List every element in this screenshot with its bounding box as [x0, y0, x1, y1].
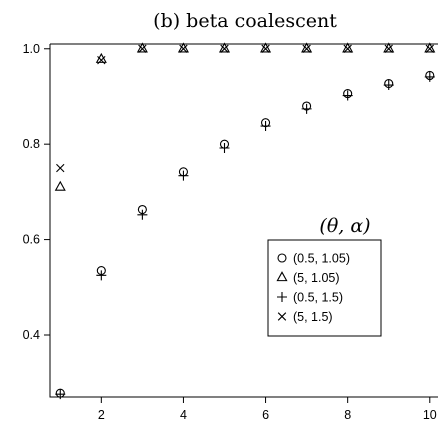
legend-entry-label: (0.5, 1.5) — [293, 291, 343, 305]
x-tick-label: 8 — [344, 408, 351, 422]
y-axis: 0.4 0.6 0.8 1.0 — [23, 42, 50, 342]
point-triangle — [54, 180, 66, 191]
legend-entry-label: (5, 1.05) — [293, 271, 340, 285]
point-triangle — [260, 42, 272, 53]
point-triangle — [177, 42, 189, 53]
legend-marker-cross — [277, 312, 287, 321]
legend-marker-circle — [277, 253, 287, 263]
point-cross — [302, 44, 311, 53]
point-triangle — [383, 42, 395, 53]
point-triangle — [301, 42, 313, 53]
plot-frame — [49, 44, 438, 398]
y-tick-label: 1.0 — [23, 42, 40, 56]
point-triangle — [424, 42, 436, 53]
series-plus — [55, 71, 435, 400]
point-cross — [425, 44, 434, 53]
series-circle — [55, 70, 435, 398]
point-triangle — [342, 42, 354, 53]
x-tick-label: 10 — [423, 408, 437, 422]
series-triangle — [54, 42, 436, 191]
point-cross — [343, 44, 352, 53]
legend-marker-triangle — [276, 271, 288, 282]
legend-marker-plus — [277, 292, 287, 302]
point-triangle — [136, 42, 148, 53]
legend-entry-label: (0.5, 1.05) — [293, 252, 350, 266]
point-plus — [424, 71, 435, 82]
point-plus — [383, 80, 394, 91]
y-tick-label: 0.4 — [23, 328, 40, 342]
series-cross — [56, 44, 434, 173]
point-plus — [137, 209, 148, 220]
x-tick-label: 2 — [98, 408, 105, 422]
legend-title: (θ, α) — [319, 215, 370, 237]
data-points — [54, 42, 436, 400]
point-plus — [96, 270, 107, 281]
legend: (θ, α) (0.5, 1.05) (5, 1.05) (0.5, 1.5) (5,… — [267, 215, 382, 337]
point-cross — [97, 56, 106, 65]
point-plus — [178, 170, 189, 181]
chart-title: (b) beta coalescent — [153, 10, 337, 32]
point-plus — [260, 121, 271, 132]
y-tick-label: 0.8 — [23, 137, 40, 151]
y-tick-label: 0.6 — [23, 233, 40, 247]
point-cross — [261, 44, 270, 53]
x-tick-label: 6 — [262, 408, 269, 422]
x-axis: 2 4 6 8 10 — [98, 397, 437, 422]
point-triangle — [95, 52, 107, 63]
point-cross — [179, 44, 188, 53]
point-plus — [301, 103, 312, 114]
point-cross — [384, 44, 393, 53]
point-plus — [219, 142, 230, 153]
legend-entry-label: (5, 1.5) — [293, 310, 333, 324]
point-plus — [342, 90, 353, 101]
point-plus — [55, 389, 66, 400]
point-cross — [138, 44, 147, 53]
legend-box — [267, 239, 382, 337]
point-triangle — [218, 42, 231, 53]
x-tick-label: 4 — [180, 408, 187, 422]
point-cross — [220, 44, 229, 53]
point-cross — [56, 163, 65, 173]
